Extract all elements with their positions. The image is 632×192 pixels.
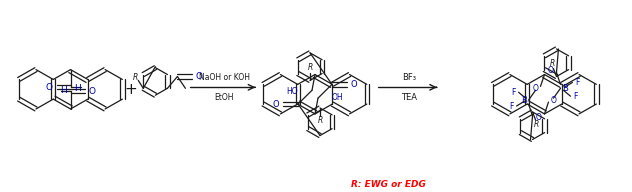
Text: R: R [534, 120, 539, 129]
Text: EtOH: EtOH [214, 93, 234, 102]
Text: TEA: TEA [401, 93, 416, 102]
Text: O: O [550, 96, 556, 105]
Text: R: R [550, 59, 555, 68]
Text: O: O [272, 100, 279, 108]
Text: F: F [573, 92, 578, 101]
Text: F: F [575, 78, 580, 87]
Text: R: EWG or EDG: R: EWG or EDG [351, 180, 426, 189]
Text: +: + [124, 82, 137, 97]
Text: R: R [307, 63, 313, 72]
Text: O: O [535, 113, 542, 122]
Text: O: O [88, 87, 95, 96]
Text: O: O [195, 72, 202, 81]
Text: B: B [521, 96, 526, 105]
Text: HO: HO [286, 87, 298, 96]
Text: F: F [511, 88, 516, 97]
Text: F: F [509, 102, 514, 111]
Text: BF₃: BF₃ [402, 73, 416, 82]
Text: R: R [133, 73, 138, 82]
Text: R: R [317, 116, 322, 125]
Text: O: O [533, 84, 538, 93]
Text: B: B [562, 84, 568, 93]
Text: OH: OH [332, 93, 344, 102]
Text: O: O [547, 66, 554, 75]
Text: O: O [351, 80, 358, 89]
Text: NaOH or KOH: NaOH or KOH [198, 73, 250, 82]
Text: H: H [60, 86, 66, 95]
Text: O: O [46, 83, 52, 92]
Text: H: H [75, 84, 82, 93]
